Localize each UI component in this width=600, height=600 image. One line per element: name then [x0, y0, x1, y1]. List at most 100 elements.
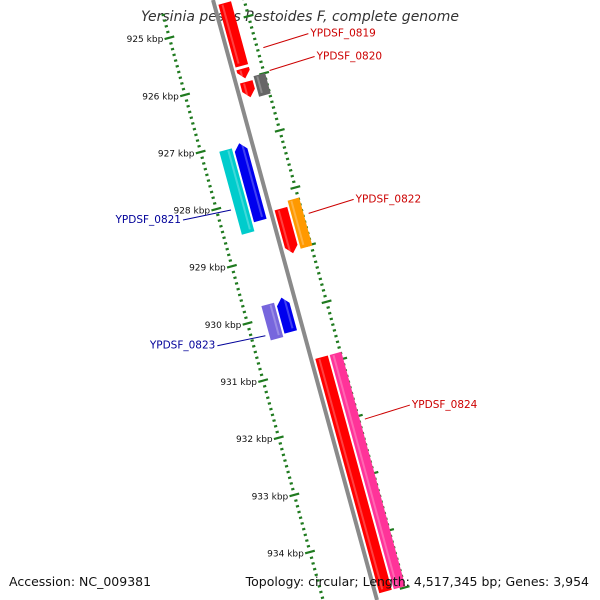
gene-feature-highlight	[243, 83, 249, 96]
gene-feature-0	[218, 1, 249, 68]
gene-feature-3	[253, 73, 271, 97]
ruler-minor-tick	[251, 344, 256, 348]
ruler-minor-tick	[234, 281, 239, 285]
ruler-minor-tick	[265, 396, 270, 400]
ruler-minor-tick	[231, 270, 236, 274]
ruler-minor-tick	[205, 173, 209, 177]
ruler-minor-tick	[309, 556, 314, 560]
ruler-minor-tick	[250, 339, 255, 343]
ruler-minor-tick	[252, 37, 257, 41]
ruler-minor-tick	[222, 236, 226, 240]
ruler-minor-tick	[275, 430, 280, 434]
gene-label-leader	[364, 404, 411, 420]
ruler-minor-tick	[226, 253, 231, 257]
ruler-minor-tick	[253, 350, 258, 354]
ruler-minor-tick	[240, 304, 245, 308]
ruler-minor-tick	[217, 219, 222, 223]
ruler-minor-tick	[259, 373, 264, 377]
ruler-minor-tick	[329, 317, 334, 321]
ruler-minor-tick	[335, 340, 340, 344]
ruler-minor-tick	[254, 43, 259, 47]
ruler-minor-tick	[244, 316, 248, 320]
ruler-minor-tick	[331, 323, 335, 327]
ruler-minor-tick	[219, 224, 223, 228]
gene-feature-11	[277, 297, 297, 334]
ruler-major-tick	[290, 185, 301, 190]
ruler-minor-tick	[290, 174, 295, 178]
ruler-minor-tick	[245, 8, 249, 12]
ruler-minor-tick	[288, 168, 293, 172]
ruler-minor-tick	[223, 241, 228, 245]
ruler-minor-tick	[270, 413, 275, 417]
gene-feature-highlight	[227, 150, 251, 230]
ruler-minor-tick	[314, 573, 319, 577]
gene-feature-highlight	[277, 210, 291, 252]
ruler-major-tick	[211, 206, 222, 212]
ruler-minor-tick	[289, 481, 294, 485]
gene-feature-7	[329, 351, 406, 590]
gene-label: YPDSF_0821	[114, 214, 181, 226]
gene-feature-highlight	[239, 70, 243, 77]
ruler-major-tick	[259, 70, 270, 76]
gene-label-leader	[269, 56, 315, 71]
ruler-minor-tick	[318, 277, 323, 281]
ruler-minor-tick	[290, 487, 295, 491]
ruler-minor-tick	[255, 356, 259, 360]
ruler-minor-tick	[276, 123, 281, 127]
gene-features	[218, 1, 406, 594]
ruler-minor-tick	[200, 156, 205, 160]
gene-feature-10	[261, 302, 284, 341]
gene-feature-9	[234, 143, 267, 223]
ruler-minor-tick	[166, 30, 170, 34]
ruler-minor-tick	[249, 26, 254, 30]
ruler-major-tick	[289, 492, 300, 498]
ruler-minor-tick	[236, 287, 240, 291]
ruler-minor-tick	[273, 111, 277, 115]
ruler-major-tick	[258, 378, 269, 383]
ruler-minor-tick	[173, 59, 178, 63]
ruler-minor-tick	[269, 407, 273, 411]
ruler-minor-tick	[286, 470, 290, 474]
gene-label: YPDSF_0824	[411, 399, 478, 411]
gene-labels: YPDSF_0819 YPDSF_0820 YPDSF_0821 YPDSF_0822…	[114, 28, 478, 420]
ruler-minor-tick	[172, 53, 176, 57]
ruler-minor-tick	[169, 41, 173, 45]
ruler-minor-tick	[295, 504, 300, 508]
ruler-minor-tick	[178, 76, 183, 80]
ruler-minor-tick	[215, 213, 220, 217]
ruler-minor-tick	[175, 64, 180, 68]
gene-feature-highlight	[332, 354, 398, 586]
ruler-major-tick	[242, 321, 253, 326]
ruler-minor-tick	[297, 510, 301, 514]
ruler-minor-tick	[176, 70, 181, 74]
ruler-minor-tick	[264, 390, 269, 394]
gene-label-leader	[263, 33, 309, 49]
gene-feature-highlight	[290, 200, 305, 246]
ruler-label: 930 kbp	[205, 321, 242, 331]
ruler-minor-tick	[243, 3, 248, 7]
ruler-minor-tick	[283, 459, 287, 463]
ruler-minor-tick	[295, 191, 299, 195]
ruler-label: 925 kbp	[127, 35, 164, 45]
ruler-minor-tick	[294, 499, 298, 503]
ruler-minor-tick	[201, 161, 206, 165]
ruler-minor-tick	[316, 271, 321, 275]
gene-feature-highlight	[221, 4, 240, 64]
ruler-minor-tick	[301, 527, 306, 531]
accession-text: Accession: NC_009381	[9, 574, 152, 589]
ruler-minor-tick	[273, 424, 278, 428]
ruler-label: 926 kbp	[142, 92, 179, 102]
gene-label-leader	[182, 209, 232, 221]
ruler-minor-tick	[300, 521, 304, 525]
ruler-minor-tick	[312, 254, 316, 258]
ruler-minor-tick	[278, 441, 283, 445]
ruler-minor-tick	[208, 184, 212, 188]
ruler-minor-tick	[315, 266, 320, 270]
gene-feature-highlight	[318, 358, 384, 590]
ruler-minor-tick	[251, 31, 256, 35]
ruler-minor-tick	[256, 361, 261, 365]
ruler-minor-tick	[248, 20, 252, 24]
ruler-minor-tick	[320, 596, 325, 600]
ruler-minor-tick	[186, 104, 190, 108]
ruler-minor-tick	[257, 54, 262, 58]
